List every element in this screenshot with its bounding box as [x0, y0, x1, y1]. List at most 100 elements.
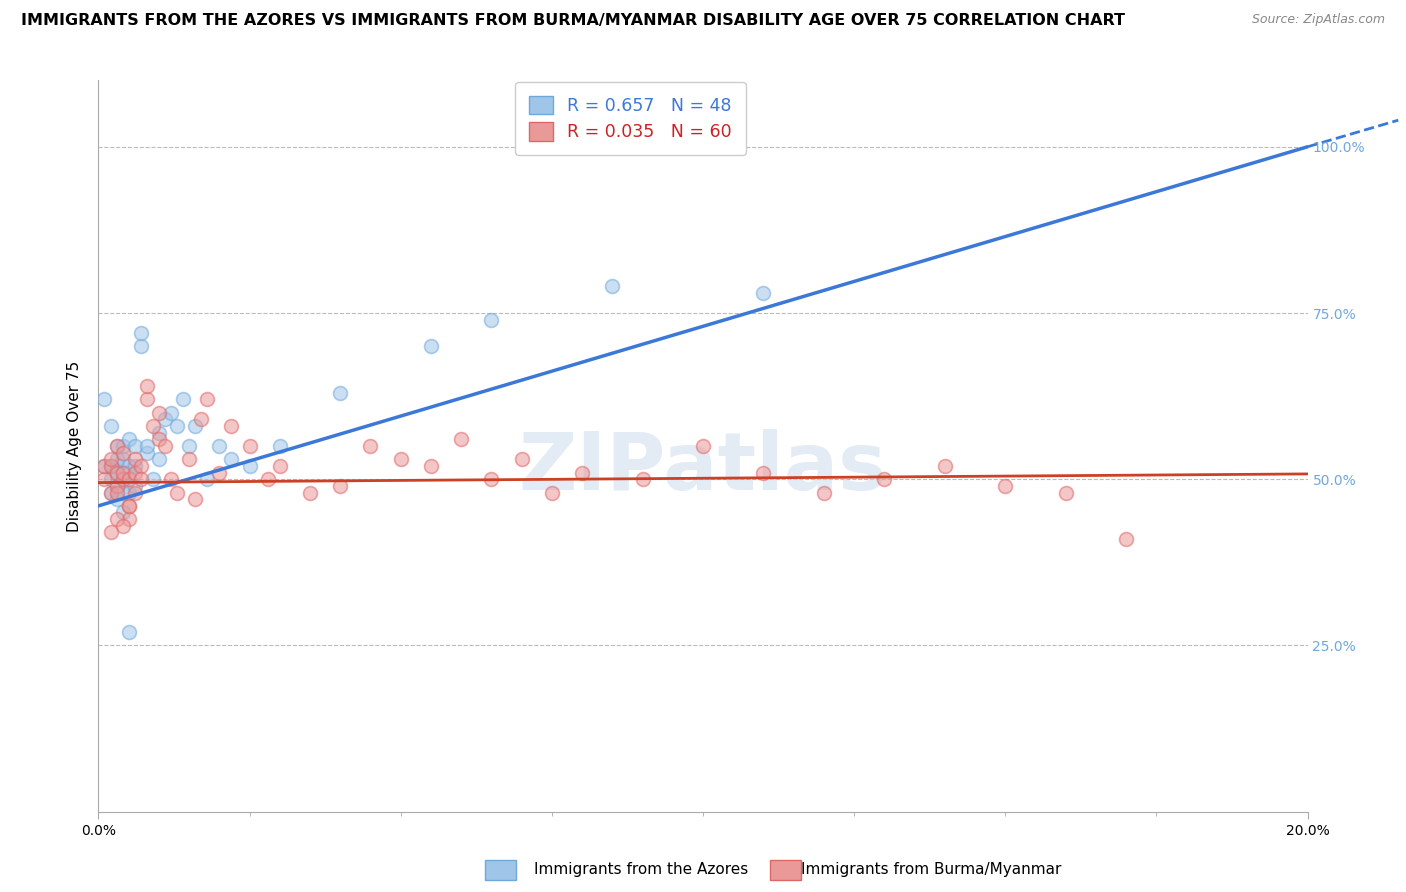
- Point: [481, 472, 503, 486]
- Point: [420, 339, 443, 353]
- Point: [153, 439, 176, 453]
- Point: [100, 458, 122, 473]
- Point: [166, 419, 188, 434]
- Point: [135, 445, 157, 459]
- Point: [111, 452, 134, 467]
- Point: [111, 506, 134, 520]
- Point: [166, 485, 188, 500]
- Point: [135, 379, 157, 393]
- Point: [111, 472, 134, 486]
- Point: [118, 433, 141, 447]
- Text: ZIPatlas: ZIPatlas: [519, 429, 887, 507]
- Point: [111, 485, 134, 500]
- Point: [100, 452, 122, 467]
- Point: [994, 479, 1017, 493]
- Point: [239, 458, 262, 473]
- Point: [105, 439, 128, 453]
- Point: [93, 472, 115, 486]
- Point: [111, 439, 134, 453]
- Point: [105, 466, 128, 480]
- Point: [118, 485, 141, 500]
- Point: [100, 525, 122, 540]
- Point: [124, 479, 146, 493]
- Point: [124, 452, 146, 467]
- Point: [195, 392, 218, 407]
- Point: [239, 439, 262, 453]
- Point: [160, 472, 183, 486]
- Point: [184, 492, 207, 507]
- Point: [142, 472, 165, 486]
- Point: [111, 518, 134, 533]
- Point: [269, 458, 291, 473]
- Point: [148, 406, 170, 420]
- Legend: R = 0.657   N = 48, R = 0.035   N = 60: R = 0.657 N = 48, R = 0.035 N = 60: [515, 82, 745, 155]
- Point: [160, 406, 183, 420]
- Text: Immigrants from Burma/Myanmar: Immigrants from Burma/Myanmar: [801, 863, 1062, 877]
- Point: [118, 458, 141, 473]
- Point: [602, 279, 624, 293]
- Point: [105, 466, 128, 480]
- Point: [299, 485, 322, 500]
- Point: [129, 458, 152, 473]
- Point: [329, 385, 352, 400]
- Point: [129, 339, 152, 353]
- Y-axis label: Disability Age Over 75: Disability Age Over 75: [67, 360, 83, 532]
- Point: [692, 439, 714, 453]
- Point: [752, 286, 775, 301]
- Point: [135, 392, 157, 407]
- Point: [111, 472, 134, 486]
- Point: [269, 439, 291, 453]
- Point: [111, 466, 134, 480]
- Point: [184, 419, 207, 434]
- Point: [329, 479, 352, 493]
- Point: [105, 439, 128, 453]
- Point: [105, 492, 128, 507]
- Point: [752, 466, 775, 480]
- Point: [148, 452, 170, 467]
- Point: [148, 433, 170, 447]
- Text: Source: ZipAtlas.com: Source: ZipAtlas.com: [1251, 13, 1385, 27]
- Point: [179, 452, 201, 467]
- Point: [105, 512, 128, 526]
- Point: [420, 458, 443, 473]
- Point: [571, 466, 593, 480]
- Point: [813, 485, 835, 500]
- Point: [118, 512, 141, 526]
- Point: [118, 472, 141, 486]
- Point: [540, 485, 562, 500]
- Point: [360, 439, 382, 453]
- Point: [631, 472, 654, 486]
- Point: [1054, 485, 1077, 500]
- Point: [118, 499, 141, 513]
- Point: [208, 439, 231, 453]
- Point: [124, 458, 146, 473]
- Point: [873, 472, 896, 486]
- Point: [142, 419, 165, 434]
- Point: [118, 466, 141, 480]
- Point: [93, 458, 115, 473]
- Point: [450, 433, 472, 447]
- Point: [100, 458, 122, 473]
- Point: [100, 485, 122, 500]
- Point: [510, 452, 533, 467]
- Point: [118, 625, 141, 640]
- Point: [934, 458, 956, 473]
- Point: [129, 472, 152, 486]
- Point: [148, 425, 170, 440]
- Point: [93, 458, 115, 473]
- Point: [93, 392, 115, 407]
- Point: [105, 479, 128, 493]
- Point: [105, 479, 128, 493]
- Point: [1115, 532, 1137, 546]
- Point: [100, 472, 122, 486]
- Point: [111, 445, 134, 459]
- Point: [124, 466, 146, 480]
- Point: [124, 485, 146, 500]
- Point: [179, 439, 201, 453]
- Point: [389, 452, 412, 467]
- Point: [118, 499, 141, 513]
- Point: [221, 419, 243, 434]
- Point: [105, 458, 128, 473]
- Point: [195, 472, 218, 486]
- Point: [172, 392, 194, 407]
